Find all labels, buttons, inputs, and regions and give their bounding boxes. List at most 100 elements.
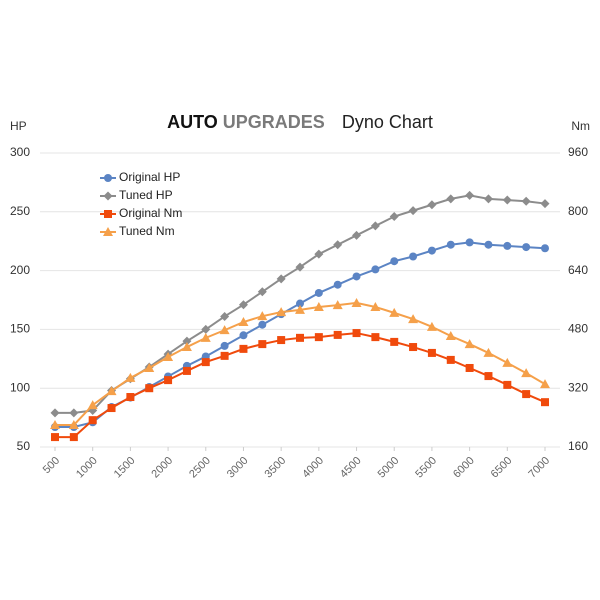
marker (427, 200, 437, 210)
marker (541, 398, 549, 407)
marker (50, 408, 60, 418)
marker (427, 348, 436, 357)
marker (126, 393, 135, 402)
marker (465, 238, 474, 247)
marker (464, 339, 475, 349)
marker (465, 190, 475, 200)
marker (103, 191, 113, 201)
series-line (55, 332, 546, 439)
y2-tick-label: 480 (568, 322, 588, 336)
marker (409, 252, 418, 261)
x-tick-label: 2000 (149, 455, 175, 481)
marker (502, 357, 513, 367)
marker (521, 196, 531, 206)
marker (239, 344, 248, 353)
x-tick-label: 1500 (112, 455, 138, 481)
marker (352, 230, 362, 240)
y2-tick-label: 160 (568, 439, 588, 453)
marker (144, 362, 155, 372)
marker (257, 311, 268, 321)
marker (257, 287, 267, 297)
marker (389, 307, 400, 317)
marker (220, 311, 230, 321)
marker (277, 336, 286, 345)
marker (370, 221, 380, 231)
marker (314, 249, 324, 259)
marker (371, 333, 380, 342)
y2-tick-label: 960 (568, 145, 588, 159)
marker (68, 419, 79, 429)
marker (333, 330, 342, 339)
marker (332, 300, 343, 310)
marker (51, 433, 59, 442)
marker (88, 416, 97, 425)
marker (239, 331, 248, 340)
legend-label: Tuned Nm (119, 224, 175, 238)
marker (314, 288, 323, 297)
marker (446, 355, 455, 364)
marker (103, 227, 113, 236)
marker (352, 272, 361, 281)
marker (87, 400, 98, 410)
series-line (55, 301, 546, 426)
marker (238, 317, 249, 327)
x-tick-label: 1000 (74, 455, 100, 481)
x-tick-label: 3000 (225, 455, 251, 481)
marker (104, 210, 112, 218)
marker (296, 299, 304, 308)
marker (69, 433, 78, 442)
marker (408, 206, 418, 216)
marker (370, 301, 381, 311)
x-tick-label: 7000 (526, 455, 552, 481)
marker (484, 372, 493, 381)
marker (352, 329, 361, 338)
marker (276, 307, 287, 317)
legend-label: Tuned HP (119, 188, 173, 202)
marker (106, 386, 117, 396)
x-tick-label: 5000 (376, 455, 402, 481)
marker (296, 333, 304, 342)
marker (181, 342, 192, 352)
y2-tick-label: 800 (568, 204, 588, 218)
marker (390, 257, 399, 266)
marker (295, 304, 305, 314)
marker (182, 366, 191, 375)
x-tick-label: 500 (41, 455, 62, 476)
marker (201, 358, 210, 367)
marker (145, 384, 154, 393)
y-tick-label: 300 (10, 145, 30, 159)
legend-label: Original Nm (119, 206, 182, 220)
marker (200, 332, 211, 342)
x-tick-label: 6500 (489, 455, 515, 481)
marker (522, 390, 531, 399)
marker (409, 343, 418, 352)
marker (465, 363, 474, 372)
y2-axis-label: Nm (571, 119, 590, 133)
marker (69, 408, 79, 418)
x-tick-label: 6000 (451, 455, 477, 481)
y-tick-label: 150 (10, 322, 30, 336)
marker (50, 419, 60, 429)
marker (390, 337, 399, 346)
marker (540, 379, 550, 389)
marker (502, 195, 512, 205)
marker (351, 297, 362, 307)
marker (295, 262, 305, 272)
y-tick-label: 50 (17, 439, 31, 453)
marker (276, 274, 286, 284)
marker (164, 376, 173, 385)
x-tick-label: 4000 (300, 455, 326, 481)
x-tick-label: 5500 (413, 455, 439, 481)
marker (163, 351, 174, 361)
title-brand-2: UPGRADES (223, 112, 325, 132)
y-tick-label: 100 (10, 380, 30, 394)
marker (258, 340, 267, 349)
marker (219, 325, 230, 335)
x-tick-label: 4500 (338, 455, 364, 481)
marker (371, 265, 380, 274)
y2-tick-label: 640 (568, 263, 588, 277)
title-brand: AUTO (167, 112, 218, 132)
marker (220, 341, 229, 350)
marker (389, 212, 399, 222)
